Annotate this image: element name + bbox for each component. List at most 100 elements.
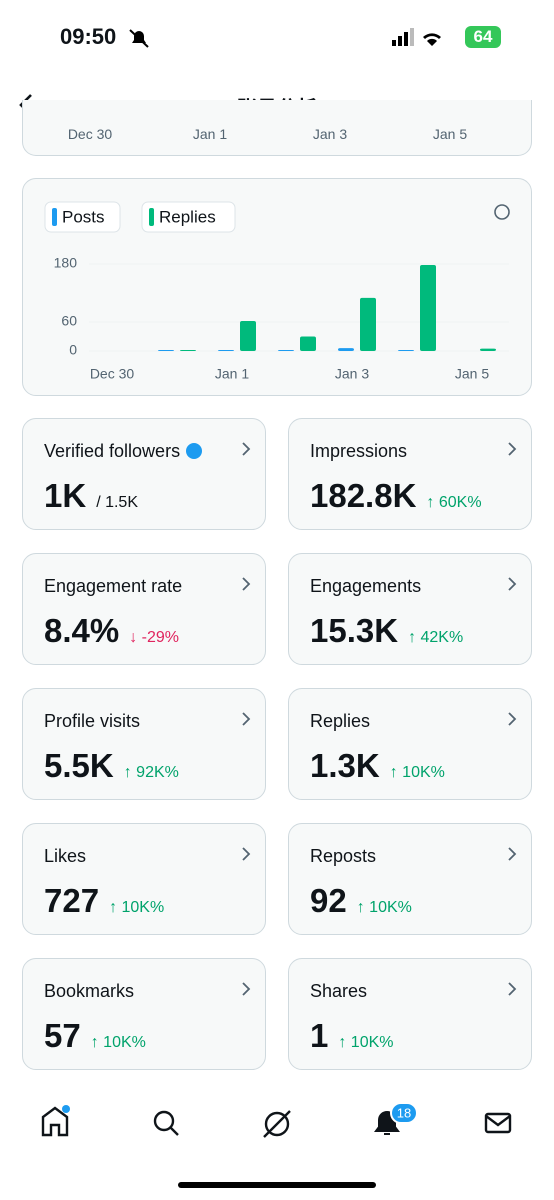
- verified-badge: [186, 443, 203, 459]
- chevron-icon: [242, 847, 251, 861]
- bar: [338, 348, 354, 351]
- metric-card[interactable]: Likes 727 ↑ 10K%: [22, 823, 266, 935]
- metric-card[interactable]: Impressions 182.8K ↑ 60K%: [288, 418, 532, 530]
- battery: 64: [465, 26, 501, 48]
- mute-icon: [129, 29, 149, 48]
- chevron: [507, 576, 517, 597]
- previous-chart-card: Dec 30 Jan 1 Jan 3 Jan 5: [22, 100, 532, 156]
- metric-change: ↓ -29%: [129, 629, 180, 646]
- x-tick-label: Jan 3: [335, 366, 369, 382]
- metric-value: 15.3K ↑ 42K%: [310, 612, 463, 650]
- metric-change: ↑ 10K%: [109, 899, 165, 916]
- metric-change: ↑ 42K%: [408, 629, 464, 646]
- metric-value: 5.5K ↑ 92K%: [44, 747, 179, 785]
- x-tick-label: Dec 30: [67, 126, 113, 142]
- metric-value: 57 ↑ 10K%: [44, 1017, 146, 1055]
- chevron-icon: [508, 577, 517, 591]
- chevron: [507, 441, 517, 462]
- legend-swatch: [149, 208, 154, 226]
- metric-change: ↑ 10K%: [389, 764, 445, 781]
- metric-label: Engagement rate: [44, 576, 183, 596]
- metric-card[interactable]: Reposts 92 ↑ 10K%: [288, 823, 532, 935]
- chevron: [241, 981, 251, 1002]
- chevron-icon: [242, 712, 251, 726]
- bar: [278, 350, 294, 351]
- badge: [390, 1102, 418, 1124]
- legend-item: [44, 201, 121, 233]
- chevron: [241, 441, 251, 462]
- metric-label: Impressions: [310, 441, 408, 461]
- x-tick-label: Jan 5: [455, 366, 489, 382]
- metric-number: 727: [44, 882, 100, 919]
- x-tick-label: Jan 5: [432, 126, 468, 142]
- metric-label: Bookmarks: [44, 981, 135, 1001]
- chevron-icon: [508, 982, 517, 996]
- bar: [480, 348, 496, 351]
- messages-tab[interactable]: [484, 1112, 512, 1134]
- bar: [218, 350, 234, 351]
- metric-card[interactable]: Profile visits 5.5K ↑ 92K%: [22, 688, 266, 800]
- metric-number: 92: [310, 882, 347, 919]
- x-tick-label: Jan 1: [215, 366, 249, 382]
- chevron-icon: [508, 442, 517, 456]
- bar: [180, 350, 196, 351]
- chart-card: Posts Replies 0 60 180 Dec 30 Jan 1 Jan 3 Jan 5: [22, 178, 532, 396]
- metric-number: 1: [310, 1017, 329, 1054]
- metric-card[interactable]: Bookmarks 57 ↑ 10K%: [22, 958, 266, 1070]
- metric-card[interactable]: Shares 1 ↑ 10K%: [288, 958, 532, 1070]
- metric-card[interactable]: Engagement rate 8.4% ↓ -29%: [22, 553, 266, 665]
- metric-total: / 1.5K: [96, 494, 138, 511]
- chevron: [507, 981, 517, 1002]
- metric-value: 1 ↑ 10K%: [310, 1017, 394, 1055]
- search-tab[interactable]: [153, 1110, 179, 1136]
- bar: [398, 350, 414, 351]
- status-time: 09:50: [60, 24, 117, 49]
- metric-number: 182.8K: [310, 477, 417, 514]
- legend-item: [141, 201, 236, 233]
- chevron-icon: [242, 442, 251, 456]
- legend-swatch: [52, 208, 57, 226]
- metric-value: 1.3K ↑ 10K%: [310, 747, 445, 785]
- chart: Posts Replies 0 60 180 Dec 30 Jan 1 Jan 3 Jan 5: [44, 201, 510, 382]
- metric-number: 15.3K: [310, 612, 399, 649]
- chevron: [241, 711, 251, 732]
- metric-card[interactable]: Replies 1.3K ↑ 10K%: [288, 688, 532, 800]
- x-tick-label: Jan 3: [312, 126, 348, 142]
- metric-number: 5.5K: [44, 747, 114, 784]
- y-tick-label: 0: [69, 342, 77, 358]
- bar: [420, 264, 436, 351]
- metric-change: ↑ 10K%: [90, 1034, 146, 1051]
- chevron: [507, 711, 517, 732]
- metric-change: ↑ 92K%: [123, 764, 179, 781]
- bar: [240, 321, 256, 351]
- chevron-icon: [242, 577, 251, 591]
- metric-change: ↑ 10K%: [356, 899, 412, 916]
- badge-count: 18: [397, 1105, 411, 1120]
- metric-card[interactable]: Verified followers 1K / 1.5K: [22, 418, 266, 530]
- home-tab[interactable]: [41, 1106, 69, 1137]
- metric-label: Reposts: [310, 846, 377, 866]
- metric-number: 1K: [44, 477, 87, 514]
- metric-label: Engagements: [310, 576, 422, 596]
- chevron: [241, 846, 251, 867]
- metric-value: 182.8K ↑ 60K%: [310, 477, 482, 515]
- metric-value: 1K / 1.5K: [44, 477, 138, 515]
- bar: [300, 336, 316, 351]
- metric-value: 8.4% ↓ -29%: [44, 612, 179, 650]
- x-tick-label: Dec 30: [90, 366, 135, 382]
- metric-value: 92 ↑ 10K%: [310, 882, 412, 920]
- metric-number: 8.4%: [44, 612, 120, 649]
- chevron-icon: [508, 847, 517, 861]
- y-tick-label: 180: [54, 255, 78, 271]
- grok-tab[interactable]: [263, 1110, 291, 1138]
- metric-label: Likes: [44, 846, 87, 866]
- metric-value: 727 ↑ 10K%: [44, 882, 164, 920]
- bar: [158, 350, 174, 351]
- metric-label: Replies: [310, 711, 371, 731]
- chevron-icon: [508, 712, 517, 726]
- bar: [360, 297, 376, 351]
- x-tick-label: Jan 1: [192, 126, 228, 142]
- home-dot: [62, 1105, 70, 1113]
- metric-card[interactable]: Engagements 15.3K ↑ 42K%: [288, 553, 532, 665]
